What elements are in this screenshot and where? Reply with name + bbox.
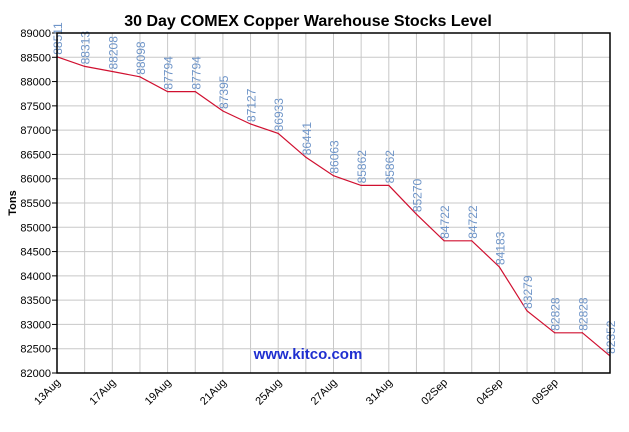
data-point [249, 123, 252, 125]
data-label: 87395 [217, 75, 231, 109]
data-point [526, 310, 528, 312]
x-ticks: 13Aug 17Aug 19Aug 21Aug 25Aug 27Aug 31Aug 02Sep… [32, 377, 561, 408]
data-label: 88098 [134, 41, 148, 75]
y-tick-label: 86500 [20, 149, 51, 161]
data-label: 85270 [410, 178, 424, 212]
data-label: 87794 [189, 56, 203, 90]
data-point [388, 184, 390, 187]
y-tick-label: 89000 [20, 28, 51, 40]
data-label: 85862 [383, 150, 397, 184]
data-label: 84722 [466, 205, 480, 239]
x-tick-label: 25Aug [253, 377, 284, 408]
y-tick-label: 83000 [20, 319, 51, 331]
data-label: 88511 [51, 22, 65, 55]
chart-title: 30 Day COMEX Copper Warehouse Stocks Lev… [124, 13, 492, 30]
data-label: 85862 [355, 150, 369, 184]
data-label: 84722 [438, 205, 452, 239]
data-point [305, 156, 307, 158]
grid [56, 32, 611, 374]
data-point [139, 76, 141, 78]
x-tick-label: 19Aug [143, 377, 174, 408]
y-tick-label: 86000 [20, 174, 51, 186]
data-label: 88208 [106, 36, 120, 70]
y-tick-label: 82500 [20, 344, 51, 356]
y-tick-label: 88000 [20, 77, 51, 89]
plot-border [56, 32, 611, 374]
x-tick-label: 17Aug [87, 377, 118, 408]
x-tick-label: 04Sep [475, 377, 506, 408]
y-tick-label: 85500 [20, 198, 51, 210]
data-label: 86933 [272, 98, 286, 132]
data-point [84, 65, 86, 67]
data-labels: 88511 88313 88208 88098 87794 87794 87395 87127… [51, 22, 618, 354]
data-label: 83279 [521, 275, 535, 309]
data-point [167, 90, 169, 93]
data-point [222, 110, 224, 112]
x-tick-label: 31Aug [364, 377, 395, 408]
y-tick-label: 84500 [20, 247, 51, 259]
y-ticks: 82000 82500 83000 83500 84000 84500 85000 85500… [20, 28, 57, 380]
x-tick-label: 21Aug [198, 377, 229, 408]
y-axis-label: Tons [7, 190, 19, 215]
data-point [277, 132, 279, 134]
data-point [360, 184, 362, 187]
data-label: 82828 [576, 297, 590, 331]
data-label: 88313 [79, 31, 93, 65]
data-point [498, 266, 500, 268]
data-point [554, 332, 556, 334]
y-tick-label: 82000 [20, 368, 51, 380]
data-point [581, 332, 583, 334]
data-label: 87794 [162, 56, 176, 90]
data-label: 87127 [245, 88, 259, 122]
x-tick-label: 13Aug [32, 377, 63, 408]
data-point [332, 175, 335, 177]
data-point [111, 70, 113, 73]
data-point [471, 240, 473, 242]
data-label: 82352 [604, 320, 618, 354]
y-tick-label: 83500 [20, 295, 51, 307]
y-tick-label: 84000 [20, 271, 51, 283]
data-point [194, 90, 196, 93]
data-label: 86063 [328, 140, 342, 174]
y-tick-label: 88500 [20, 52, 51, 64]
data-point [415, 213, 418, 215]
data-label: 84183 [493, 231, 507, 265]
y-tick-label: 87000 [20, 125, 51, 137]
y-tick-label: 85000 [20, 222, 51, 234]
series [56, 56, 611, 357]
y-tick-label: 87500 [20, 101, 51, 113]
data-label: 86441 [300, 122, 314, 156]
data-point [443, 240, 445, 242]
x-tick-label: 09Sep [530, 377, 561, 408]
data-label: 82828 [549, 297, 563, 331]
watermark: www.kitco.com [253, 346, 363, 363]
x-tick-label: 27Aug [309, 377, 340, 408]
x-tick-label: 02Sep [419, 377, 450, 408]
